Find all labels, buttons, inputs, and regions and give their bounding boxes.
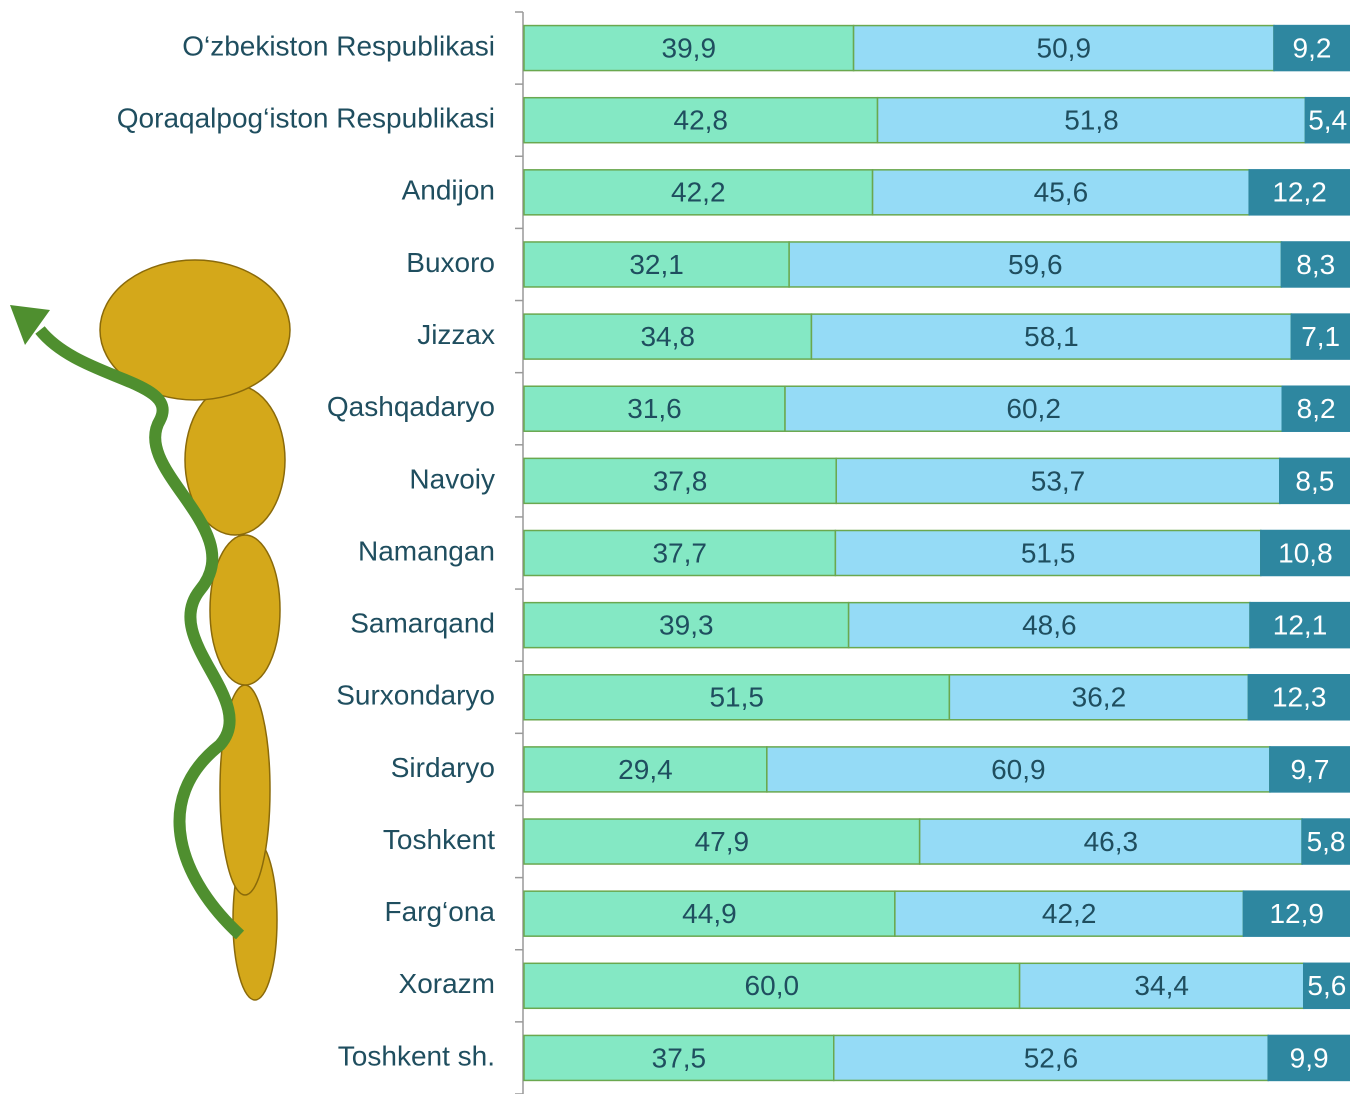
data-label: 60,9 <box>991 754 1046 785</box>
category-label: Xorazm <box>399 968 495 999</box>
data-label: 60,0 <box>745 970 800 1001</box>
data-label: 36,2 <box>1072 682 1127 713</box>
data-label: 9,7 <box>1290 754 1329 785</box>
data-label: 59,6 <box>1008 249 1063 280</box>
data-label: 42,2 <box>671 177 726 208</box>
category-label: Qashqadaryo <box>327 391 495 422</box>
data-label: 50,9 <box>1037 32 1092 63</box>
data-label: 51,8 <box>1064 105 1119 136</box>
data-label: 42,2 <box>1042 898 1097 929</box>
data-label: 39,9 <box>662 32 717 63</box>
category-label: Navoiy <box>409 463 495 494</box>
category-label: Jizzax <box>417 319 495 350</box>
data-label: 32,1 <box>629 249 684 280</box>
data-label: 47,9 <box>695 826 750 857</box>
data-label: 10,8 <box>1278 537 1333 568</box>
data-label: 52,6 <box>1024 1042 1079 1073</box>
data-label: 5,8 <box>1307 826 1346 857</box>
data-label: 5,4 <box>1308 105 1347 136</box>
data-label: 58,1 <box>1024 321 1079 352</box>
data-label: 53,7 <box>1031 465 1086 496</box>
category-label: Farg‘ona <box>384 896 495 927</box>
data-label: 12,2 <box>1272 177 1327 208</box>
data-label: 7,1 <box>1301 321 1340 352</box>
category-label: Sirdaryo <box>391 752 495 783</box>
category-label: Namangan <box>358 535 495 566</box>
category-label: Buxoro <box>406 247 495 278</box>
data-label: 5,6 <box>1307 970 1346 1001</box>
data-label: 37,8 <box>653 465 708 496</box>
data-label: 46,3 <box>1084 826 1139 857</box>
data-label: 44,9 <box>682 898 737 929</box>
data-label: 34,4 <box>1134 970 1189 1001</box>
data-label: 39,3 <box>659 610 714 641</box>
category-label: Samarqand <box>350 608 495 639</box>
data-label: 51,5 <box>1021 537 1076 568</box>
chart: O‘zbekiston Respublikasi 39,9 50,9 9,2 Qoraq… <box>0 0 1350 1094</box>
data-label: 9,2 <box>1293 32 1332 63</box>
data-label: 12,1 <box>1273 610 1328 641</box>
category-label: Andijon <box>402 175 495 206</box>
category-label: Toshkent <box>383 824 495 855</box>
data-label: 31,6 <box>627 393 682 424</box>
data-label: 45,6 <box>1034 177 1089 208</box>
category-label: Toshkent sh. <box>338 1040 495 1071</box>
data-label: 42,8 <box>674 105 729 136</box>
decoration <box>10 260 290 1000</box>
data-label: 48,6 <box>1022 610 1077 641</box>
data-label: 8,5 <box>1295 465 1334 496</box>
data-label: 34,8 <box>640 321 695 352</box>
category-label: O‘zbekiston Respublikasi <box>182 30 495 61</box>
data-label: 8,2 <box>1297 393 1336 424</box>
data-label: 12,9 <box>1269 898 1324 929</box>
data-label: 12,3 <box>1272 682 1327 713</box>
data-label: 37,7 <box>652 537 707 568</box>
data-label: 9,9 <box>1290 1042 1329 1073</box>
data-label: 29,4 <box>618 754 673 785</box>
category-label: Surxondaryo <box>336 680 495 711</box>
data-label: 8,3 <box>1296 249 1335 280</box>
data-label: 37,5 <box>652 1042 707 1073</box>
data-label: 51,5 <box>709 682 764 713</box>
category-label: Qoraqalpog‘iston Respublikasi <box>117 103 495 134</box>
data-label: 60,2 <box>1006 393 1061 424</box>
